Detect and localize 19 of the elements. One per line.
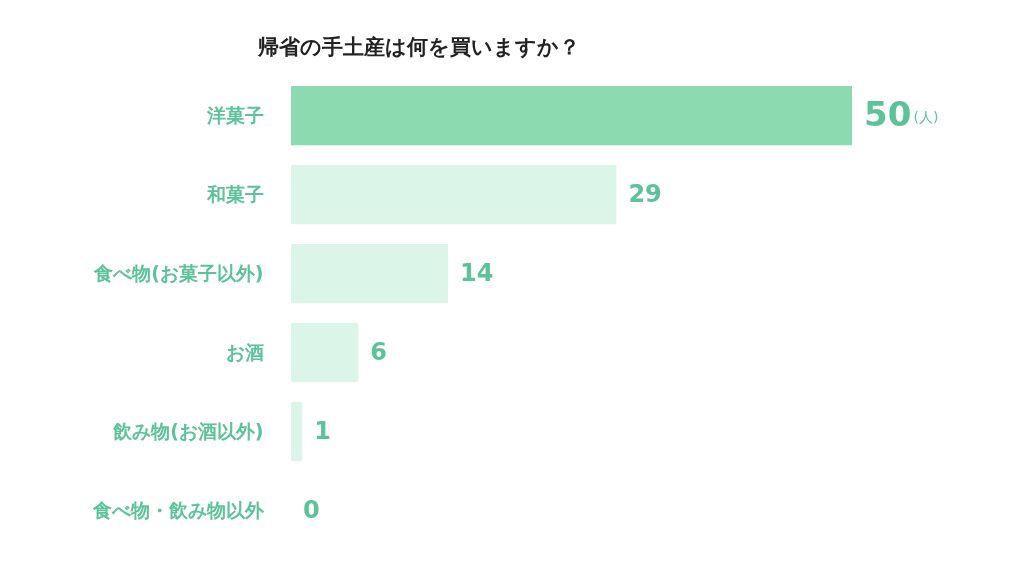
bar	[291, 243, 449, 304]
y-tick-label: 洋菓子	[205, 103, 264, 126]
data-label: 1	[314, 416, 331, 445]
y-tick-label: 食べ物・飲み物以外	[91, 498, 265, 521]
data-label: 50	[864, 93, 912, 134]
data-label: 14	[460, 258, 494, 287]
text: (人)	[913, 108, 939, 125]
bar	[291, 85, 852, 146]
y-tick-label: 和菓子	[205, 182, 264, 205]
data-label: 0	[303, 495, 320, 524]
y-tick-label: 飲み物(お酒以外)	[112, 419, 264, 442]
bar	[291, 322, 359, 383]
bar	[291, 401, 303, 462]
chart-title: 帰省の手土産は何を買いますか？	[257, 35, 580, 59]
bar	[291, 164, 617, 225]
data-label: 6	[370, 337, 388, 366]
data-label: 29	[628, 179, 662, 208]
y-tick-label: お酒	[225, 340, 264, 363]
y-tick-label: 食べ物(お菓子以外)	[93, 261, 264, 284]
